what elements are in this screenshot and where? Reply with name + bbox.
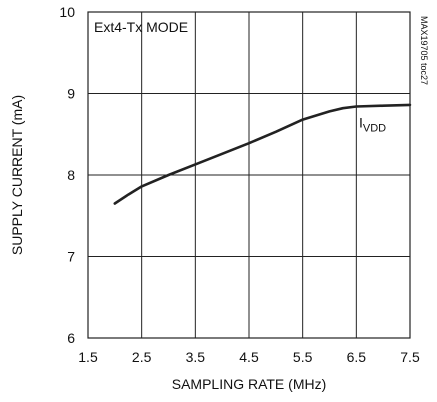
series-line-vdd	[113, 103, 412, 205]
y-tick-label: 9	[67, 86, 75, 102]
y-tick-label: 10	[59, 4, 75, 20]
series-lines	[113, 103, 412, 205]
x-axis-title: SAMPLING RATE (MHz)	[172, 376, 327, 392]
chart-code: MAX19705 toc27	[419, 16, 429, 85]
series-label-sub: VDD	[363, 123, 386, 135]
mode-annotation: Ext4-Tx MODE	[94, 19, 188, 35]
y-tick-labels: 6 7 8 9 10	[59, 4, 75, 346]
series-label: IVDD	[359, 115, 386, 135]
x-tick-label: 1.5	[78, 349, 98, 365]
x-tick-labels: 1.5 2.5 3.5 4.5 5.5 6.5 7.5	[78, 349, 420, 365]
y-tick-label: 8	[67, 167, 75, 183]
series-label-main: I	[359, 115, 363, 131]
x-tick-label: 7.5	[400, 349, 420, 365]
grid-lines	[88, 12, 410, 338]
x-tick-label: 4.5	[239, 349, 259, 365]
y-tick-label: 6	[67, 330, 75, 346]
x-tick-label: 5.5	[293, 349, 313, 365]
y-axis-title: SUPPLY CURRENT (mA)	[9, 95, 25, 255]
x-tick-label: 6.5	[347, 349, 367, 365]
x-tick-label: 2.5	[132, 349, 152, 365]
x-tick-label: 3.5	[186, 349, 206, 365]
plot-frame	[87, 11, 411, 339]
y-tick-label: 7	[67, 249, 75, 265]
